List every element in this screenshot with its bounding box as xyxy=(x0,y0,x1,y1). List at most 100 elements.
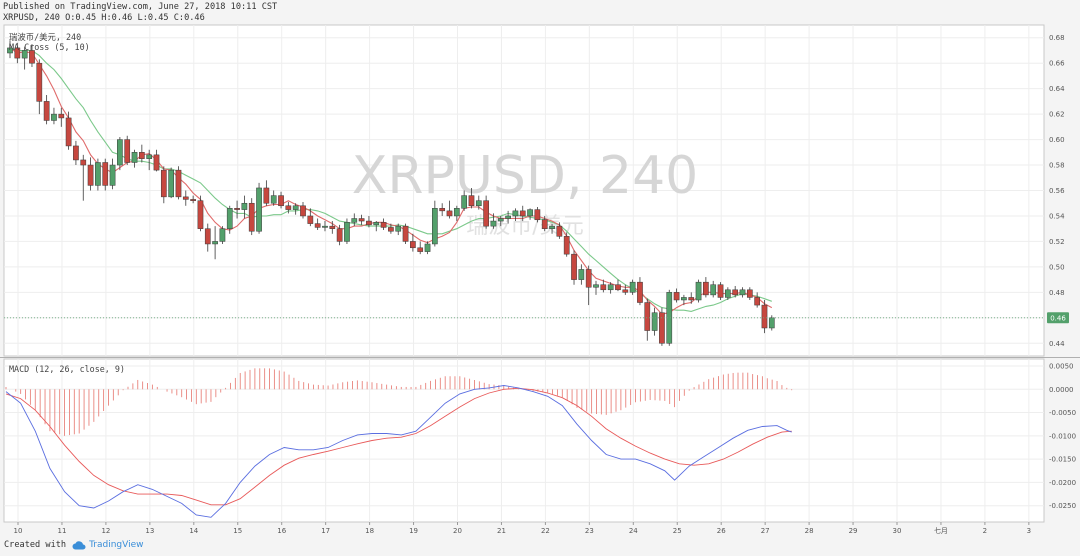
time-tick-label: 26 xyxy=(717,527,726,535)
candle xyxy=(446,200,453,219)
candle-body xyxy=(263,187,270,204)
candle-body xyxy=(629,281,636,293)
candle-body xyxy=(453,208,460,217)
time-tick-label: 17 xyxy=(321,527,330,535)
candle-body xyxy=(270,195,277,204)
xrpusd-chart[interactable]: XRPUSD, 240 瑞波币/美元 0.68 0.66 0.64 0.62 0.60 0… xyxy=(0,24,1080,538)
time-axis[interactable]: 10 11 12 13 14 15 16 17 18 19 20 21 22 23 24 25 26 27 28 29… xyxy=(14,522,1032,535)
candle-body xyxy=(578,269,585,280)
time-tick-label: 28 xyxy=(805,527,814,535)
candle xyxy=(212,226,218,260)
time-tick-label: 10 xyxy=(14,527,23,535)
candle xyxy=(373,221,380,232)
candle xyxy=(593,280,599,295)
candle-body xyxy=(124,139,131,163)
indicator-label[interactable]: MA Cross (5, 10) xyxy=(9,42,90,52)
candle xyxy=(571,250,577,285)
candle xyxy=(21,46,28,70)
chart-header: Published on TradingView.com, June 27, 2… xyxy=(3,2,277,23)
candle xyxy=(637,277,643,306)
candle-body xyxy=(212,241,218,245)
candle-body xyxy=(585,269,592,288)
candle-body xyxy=(388,227,394,232)
candle-body xyxy=(768,317,775,329)
price-tick-label: 0.44 xyxy=(1049,340,1065,348)
candle xyxy=(117,137,123,171)
time-tick-label: 30 xyxy=(893,527,902,535)
candle xyxy=(512,208,519,222)
tradingview-logo[interactable]: TradingView xyxy=(72,540,143,550)
candle-body xyxy=(344,222,350,242)
candle xyxy=(314,218,321,230)
candle xyxy=(131,149,138,168)
candle-body xyxy=(754,297,760,306)
candle-body xyxy=(351,218,358,223)
candle xyxy=(175,166,182,200)
candle-body xyxy=(424,243,431,252)
candle xyxy=(519,205,526,222)
candle xyxy=(607,282,614,294)
candle xyxy=(615,279,621,292)
candle xyxy=(153,149,160,172)
candle xyxy=(109,158,116,190)
candle-body xyxy=(703,281,709,296)
candle xyxy=(732,285,739,298)
macd-axis[interactable]: 0.0050 0.0000 -0.0050 -0.0100 -0.0150 -0.0200… xyxy=(1049,362,1076,510)
candle xyxy=(534,207,541,223)
candle xyxy=(527,208,533,220)
candle-body xyxy=(402,225,409,242)
candle xyxy=(490,213,497,229)
candle xyxy=(600,279,607,293)
candle-body xyxy=(14,47,21,59)
candle-body xyxy=(673,292,680,301)
candle-body xyxy=(190,199,196,201)
candle xyxy=(461,190,467,211)
candle-body xyxy=(278,195,284,207)
candle xyxy=(65,111,72,150)
candle xyxy=(351,213,358,227)
candle xyxy=(168,167,175,199)
candle-body xyxy=(717,284,724,298)
candle xyxy=(585,265,592,306)
candle-body xyxy=(725,289,731,298)
macd-tick-label: 0.0000 xyxy=(1049,386,1074,394)
macd-tick-label: -0.0100 xyxy=(1049,432,1076,440)
candle xyxy=(432,200,438,247)
candle-body xyxy=(234,208,240,210)
candle xyxy=(541,215,548,232)
candle-body xyxy=(556,225,563,237)
candle xyxy=(629,279,636,295)
candle-body xyxy=(7,47,13,54)
candle xyxy=(475,195,482,210)
candle xyxy=(380,218,387,230)
candle xyxy=(666,289,673,346)
candles xyxy=(7,40,775,346)
candle-body xyxy=(95,162,101,186)
last-price-box xyxy=(1047,312,1069,324)
time-tick-label: 16 xyxy=(277,527,286,535)
candle-body xyxy=(329,225,336,229)
candle-body xyxy=(204,228,211,245)
candle-body xyxy=(739,289,746,296)
macd-signal-line xyxy=(5,387,792,506)
candle-body xyxy=(336,228,343,242)
candle-body xyxy=(710,284,717,296)
candle xyxy=(36,59,43,115)
time-tick-label: 15 xyxy=(233,527,242,535)
candle xyxy=(29,44,35,68)
macd-pane[interactable] xyxy=(3,358,1045,523)
time-tick-label: 22 xyxy=(541,527,550,535)
candle-body xyxy=(300,205,306,217)
candle xyxy=(182,190,189,206)
candle-body xyxy=(175,169,182,198)
candle-body xyxy=(65,117,72,147)
candle-body xyxy=(461,195,467,209)
candle xyxy=(139,144,145,163)
candle xyxy=(754,292,760,308)
candle-body xyxy=(131,152,138,163)
candle xyxy=(739,287,746,298)
macd-label[interactable]: MACD (12, 26, close, 9) xyxy=(9,364,125,374)
candle-body xyxy=(146,154,153,159)
candle-body xyxy=(644,302,651,331)
price-tick-label: 0.54 xyxy=(1049,212,1065,220)
